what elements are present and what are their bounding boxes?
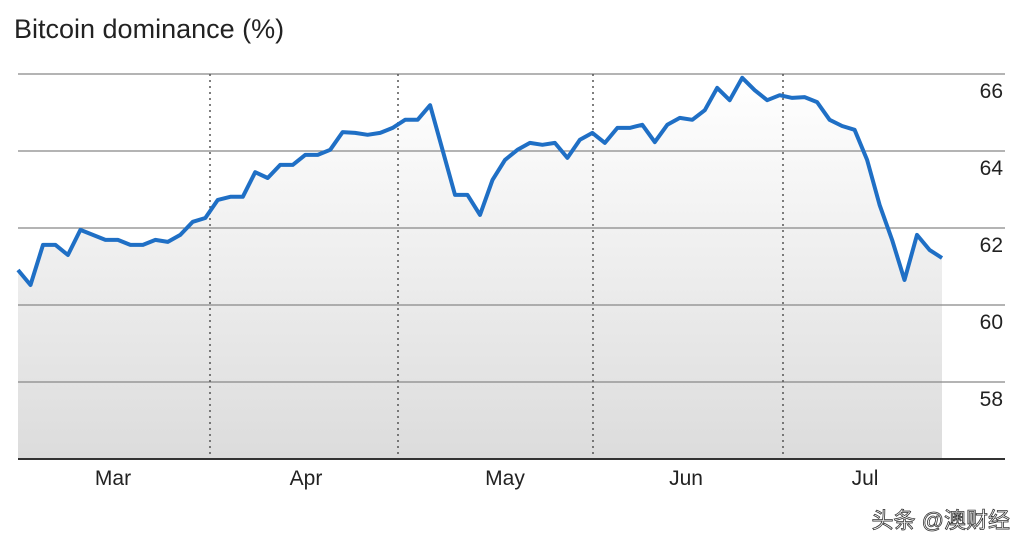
y-tick-label: 58 — [980, 388, 1003, 411]
x-tick-label: Apr — [290, 467, 323, 490]
x-tick-label: May — [485, 467, 525, 490]
data-line — [16, 75, 944, 287]
y-tick-label: 62 — [980, 234, 1003, 257]
x-tick-label: Jul — [852, 467, 879, 490]
chart-title: Bitcoin dominance (%) — [14, 14, 284, 44]
y-tick-label: 66 — [980, 80, 1003, 103]
x-tick-label: Jun — [669, 467, 703, 490]
x-tick-label: Mar — [95, 467, 131, 490]
y-tick-label: 64 — [980, 157, 1004, 180]
y-tick-label: 60 — [980, 311, 1003, 334]
area-fill — [18, 77, 942, 460]
watermark: 头条 @澳财经 — [872, 508, 1010, 533]
